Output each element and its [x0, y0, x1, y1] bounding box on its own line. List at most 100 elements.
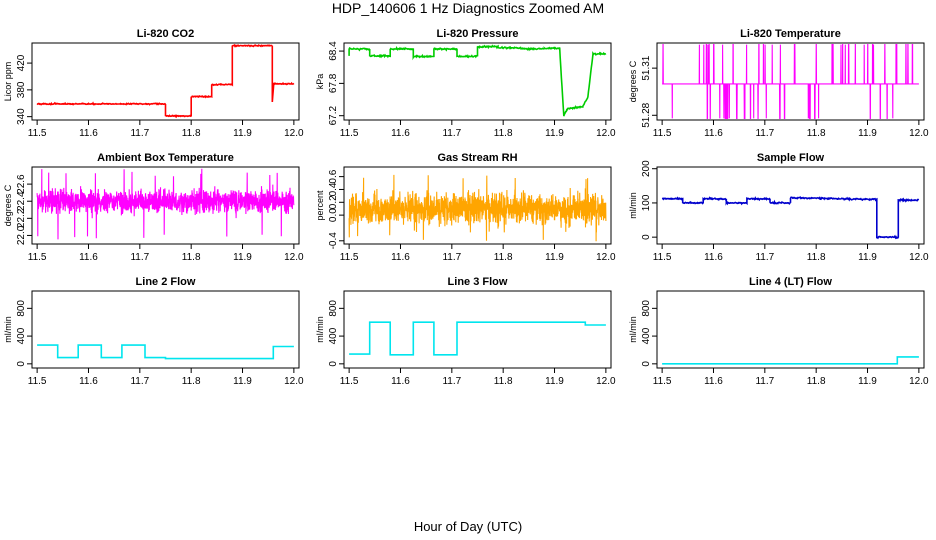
- x-tick-label: 11.6: [704, 376, 723, 387]
- panels-group: Li-820 CO2 11.5 11.6 11.7 11.8 11.9 12.0 340 380…: [3, 28, 929, 387]
- x-tick-label: 11.6: [391, 252, 410, 263]
- x-tick-label: 11.9: [233, 128, 252, 139]
- chart-panel: Gas Stream RH 11.5 11.6 11.7 11.8 11.9 12.0 -0.…: [315, 152, 616, 263]
- y-axis-label: degrees C: [3, 184, 13, 226]
- x-tick-label: 11.9: [858, 252, 877, 263]
- chart-panel: Line 3 Flow 11.5 11.6 11.7 11.8 11.9 12.0 0 400 8…: [315, 276, 616, 387]
- y-tick-label: 22.6: [16, 174, 27, 194]
- panel-title: Ambient Box Temperature: [97, 152, 234, 164]
- x-tick-label: 11.8: [494, 376, 513, 387]
- chart-panel: Line 2 Flow 11.5 11.6 11.7 11.8 11.9 12.0 0 400 8…: [3, 276, 304, 387]
- x-tick-label: 12.0: [596, 252, 616, 263]
- plot-frame: [31, 42, 300, 121]
- x-tick-label: 11.6: [704, 128, 723, 139]
- y-tick-label: 51.31: [641, 55, 652, 80]
- panel-title: Sample Flow: [757, 152, 825, 164]
- x-tick-label: 11.8: [807, 128, 826, 139]
- plot-frame: [343, 290, 612, 369]
- panel-title: Line 2 Flow: [136, 276, 196, 288]
- figure-xlabel: Hour of Day (UTC): [414, 519, 522, 534]
- x-tick-label: 11.6: [704, 252, 723, 263]
- x-tick-label: 11.7: [442, 128, 461, 139]
- x-tick-label: 11.8: [807, 376, 826, 387]
- y-tick-label: 420: [16, 54, 27, 71]
- panel-title: Li-820 Temperature: [740, 28, 841, 40]
- plot-frame: [31, 166, 300, 245]
- x-tick-label: 11.8: [182, 376, 201, 387]
- x-tick-label: 11.7: [442, 376, 461, 387]
- series-line: [36, 168, 295, 240]
- x-tick-label: 11.5: [653, 128, 672, 139]
- x-tick-label: 11.5: [340, 128, 359, 139]
- x-tick-label: 11.7: [130, 252, 149, 263]
- x-tick-label: 11.6: [79, 376, 98, 387]
- y-axis-label: ml/min: [3, 316, 13, 343]
- x-tick-label: 11.9: [233, 252, 252, 263]
- plot-frame: [343, 42, 612, 121]
- series-line: [348, 174, 607, 242]
- x-tick-label: 11.5: [28, 376, 47, 387]
- x-tick-label: 12.0: [596, 128, 616, 139]
- chart-panel: Sample Flow 11.5 11.6 11.7 11.8 11.9 12.0 0 100 2…: [628, 152, 929, 263]
- chart-panel: Ambient Box Temperature 11.5 11.6 11.7 11.8 1…: [3, 152, 304, 263]
- y-axis-label: ml/min: [315, 316, 325, 343]
- y-tick-label: 0: [328, 361, 339, 367]
- chart-panel: Li-820 Temperature 11.5 11.6 11.7 11.8 11.9 12…: [628, 28, 929, 139]
- y-tick-label: 800: [328, 300, 339, 317]
- y-axis-label: kPa: [315, 74, 325, 90]
- y-tick-label: 67.8: [328, 73, 339, 93]
- y-tick-label: 0: [641, 234, 652, 240]
- series-line: [662, 44, 919, 119]
- figure-title: HDP_140606 1 Hz Diagnostics Zoomed AM: [332, 0, 604, 16]
- y-axis-label: ml/min: [628, 192, 638, 219]
- panel-title: Li-820 Pressure: [437, 28, 519, 40]
- y-tick-label: 22.2: [16, 208, 27, 228]
- panel-title: Li-820 CO2: [137, 28, 194, 40]
- plot-frame: [656, 290, 925, 369]
- y-tick-label: 400: [328, 327, 339, 344]
- y-axis-label: degrees C: [628, 60, 638, 102]
- series-line: [349, 321, 606, 356]
- plot-frame: [656, 42, 925, 121]
- series-line: [662, 356, 919, 365]
- panel-title: Line 3 Flow: [448, 276, 508, 288]
- y-axis-label: ml/min: [628, 316, 638, 343]
- y-tick-label: 0: [641, 361, 652, 367]
- x-tick-label: 11.5: [340, 252, 359, 263]
- y-tick-label: 0.2: [328, 195, 339, 209]
- y-tick-label: 380: [16, 81, 27, 98]
- x-tick-label: 12.0: [284, 376, 304, 387]
- x-tick-label: 11.5: [653, 376, 672, 387]
- x-tick-label: 11.5: [28, 128, 47, 139]
- y-tick-label: 68.4: [328, 41, 339, 61]
- y-tick-label: 67.2: [328, 106, 339, 126]
- x-tick-label: 11.8: [494, 128, 513, 139]
- x-tick-label: 12.0: [909, 376, 929, 387]
- x-tick-label: 11.7: [442, 252, 461, 263]
- y-tick-label: 22.0: [16, 225, 27, 245]
- x-tick-label: 12.0: [909, 128, 929, 139]
- y-axis-label: percent: [315, 190, 325, 221]
- chart-panel: Li-820 Pressure 11.5 11.6 11.7 11.8 11.9 12.0 6…: [315, 28, 616, 139]
- x-tick-label: 11.7: [755, 376, 774, 387]
- y-tick-label: 340: [16, 108, 27, 125]
- x-tick-label: 11.6: [79, 252, 98, 263]
- x-tick-label: 11.8: [182, 252, 201, 263]
- series-line: [37, 344, 294, 360]
- y-tick-label: 100: [641, 194, 652, 211]
- x-tick-label: 12.0: [284, 252, 304, 263]
- y-tick-label: 22.4: [16, 191, 27, 211]
- x-tick-label: 11.5: [28, 252, 47, 263]
- x-tick-label: 11.5: [340, 376, 359, 387]
- x-tick-label: 11.9: [545, 376, 564, 387]
- y-axis-label: Licor ppm: [3, 62, 13, 102]
- x-tick-label: 11.6: [391, 128, 410, 139]
- y-tick-label: 0: [16, 361, 27, 367]
- x-tick-label: 11.7: [130, 376, 149, 387]
- panel-title: Gas Stream RH: [437, 152, 517, 164]
- x-tick-label: 11.7: [130, 128, 149, 139]
- panel-title: Line 4 (LT) Flow: [749, 276, 832, 288]
- chart-panel: Line 4 (LT) Flow 11.5 11.6 11.7 11.8 11.9 12.0…: [628, 276, 929, 387]
- x-tick-label: 11.8: [807, 252, 826, 263]
